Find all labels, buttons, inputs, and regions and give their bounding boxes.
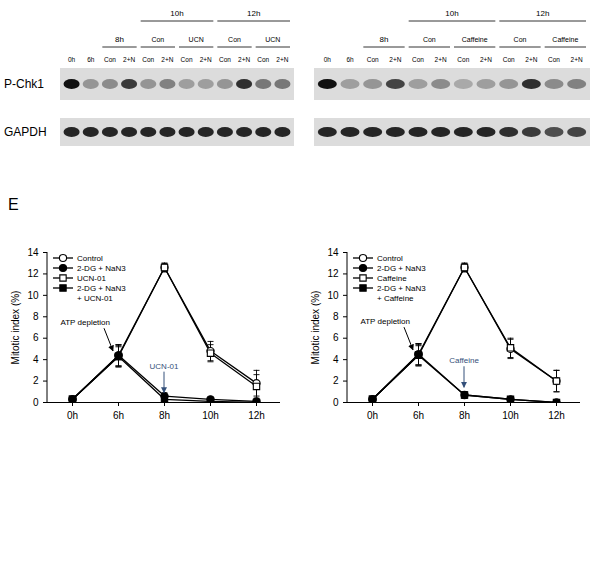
svg-text:0: 0	[33, 397, 39, 408]
svg-text:Con: Con	[257, 56, 269, 63]
svg-text:12h: 12h	[536, 9, 549, 18]
svg-text:14: 14	[27, 247, 39, 258]
svg-text:2+N: 2+N	[276, 56, 288, 63]
svg-text:Con: Con	[514, 36, 527, 43]
svg-text:2+N: 2+N	[200, 56, 212, 63]
svg-text:+ Caffeine: + Caffeine	[377, 294, 414, 303]
svg-text:8h: 8h	[459, 410, 470, 421]
svg-text:4: 4	[333, 354, 339, 365]
svg-text:6: 6	[333, 332, 339, 343]
svg-text:Con: Con	[219, 56, 231, 63]
svg-text:Con: Con	[142, 56, 154, 63]
svg-text:Caffeine: Caffeine	[449, 356, 479, 365]
svg-text:10h: 10h	[202, 410, 219, 421]
svg-text:UCN: UCN	[265, 36, 280, 43]
svg-text:12h: 12h	[247, 9, 260, 18]
svg-text:Con: Con	[503, 56, 515, 63]
svg-text:0h: 0h	[324, 56, 332, 63]
svg-text:P-Chk1: P-Chk1	[4, 77, 44, 91]
svg-text:2+N: 2+N	[571, 56, 583, 63]
svg-text:2-DG + NaN3: 2-DG + NaN3	[377, 264, 426, 273]
svg-text:2+N: 2+N	[389, 56, 401, 63]
svg-text:6h: 6h	[346, 56, 354, 63]
svg-text:Control: Control	[77, 254, 103, 263]
svg-text:UCN-01: UCN-01	[150, 362, 179, 371]
svg-text:GAPDH: GAPDH	[4, 125, 47, 139]
svg-text:2+N: 2+N	[123, 56, 135, 63]
svg-text:8h: 8h	[159, 410, 170, 421]
svg-text:UCN-01: UCN-01	[77, 274, 106, 283]
svg-text:12h: 12h	[248, 410, 265, 421]
svg-text:2-DG + NaN3: 2-DG + NaN3	[77, 264, 126, 273]
svg-text:Con: Con	[228, 36, 241, 43]
svg-text:Con: Con	[548, 56, 560, 63]
svg-text:Con: Con	[423, 36, 436, 43]
svg-text:14: 14	[327, 247, 339, 258]
html-text:E: E	[8, 196, 19, 213]
svg-text:2: 2	[333, 375, 339, 386]
svg-text:2+N: 2+N	[525, 56, 537, 63]
svg-text:Con: Con	[181, 56, 193, 63]
svg-text:2-DG + NaN3: 2-DG + NaN3	[77, 284, 126, 293]
svg-text:6h: 6h	[413, 410, 424, 421]
svg-text:Con: Con	[151, 36, 164, 43]
svg-text:2: 2	[33, 375, 39, 386]
svg-text:2+N: 2+N	[238, 56, 250, 63]
svg-text:+ UCN-01: + UCN-01	[77, 294, 113, 303]
svg-text:12: 12	[27, 268, 39, 279]
svg-text:0h: 0h	[68, 56, 76, 63]
svg-text:10h: 10h	[445, 9, 458, 18]
svg-text:2-DG + NaN3: 2-DG + NaN3	[377, 284, 426, 293]
svg-text:12h: 12h	[548, 410, 565, 421]
svg-text:4: 4	[33, 354, 39, 365]
svg-text:Caffeine: Caffeine	[552, 36, 578, 43]
svg-text:8: 8	[33, 311, 39, 322]
svg-text:10h: 10h	[170, 9, 183, 18]
svg-text:12: 12	[327, 268, 339, 279]
svg-text:6h: 6h	[113, 410, 124, 421]
svg-text:Mitotic index (%): Mitotic index (%)	[10, 291, 21, 365]
svg-text:10h: 10h	[502, 410, 519, 421]
svg-text:Con: Con	[412, 56, 424, 63]
svg-text:0h: 0h	[367, 410, 378, 421]
svg-text:Mitotic index (%): Mitotic index (%)	[310, 291, 321, 365]
svg-text:0h: 0h	[67, 410, 78, 421]
svg-text:Con: Con	[367, 56, 379, 63]
svg-text:6h: 6h	[87, 56, 95, 63]
svg-text:6: 6	[33, 332, 39, 343]
svg-text:2+N: 2+N	[480, 56, 492, 63]
svg-text:2+N: 2+N	[435, 56, 447, 63]
svg-text:UCN: UCN	[189, 36, 204, 43]
svg-text:Caffeine: Caffeine	[462, 36, 488, 43]
svg-text:Control: Control	[377, 254, 403, 263]
svg-text:8h: 8h	[115, 35, 124, 44]
svg-text:2+N: 2+N	[161, 56, 173, 63]
svg-text:10: 10	[327, 290, 339, 301]
svg-text:ATP depletion: ATP depletion	[60, 318, 110, 327]
svg-text:ATP depletion: ATP depletion	[360, 317, 410, 326]
svg-text:8h: 8h	[380, 35, 389, 44]
svg-text:10: 10	[27, 290, 39, 301]
svg-text:Caffeine: Caffeine	[377, 274, 407, 283]
svg-text:Con: Con	[104, 56, 116, 63]
svg-text:Con: Con	[457, 56, 469, 63]
svg-text:0: 0	[333, 397, 339, 408]
svg-text:8: 8	[333, 311, 339, 322]
